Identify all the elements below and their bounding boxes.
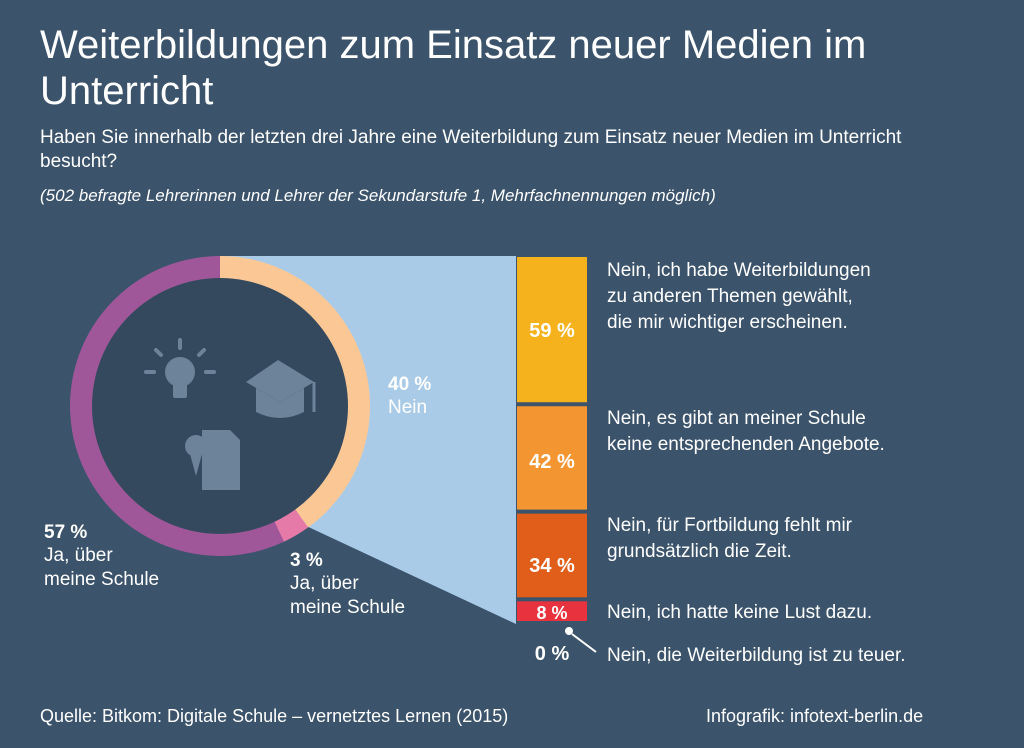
survey-note: (502 befragte Lehrerinnen und Lehrer der… — [40, 186, 716, 205]
bar-segment — [517, 406, 587, 510]
page-title: Weiterbildungen zum Einsatz neuer Medien… — [40, 23, 867, 113]
infographic-credit: Infografik: infotext-berlin.de — [706, 706, 924, 726]
reason-text: Nein, es gibt an meiner Schule keine ents… — [607, 408, 885, 455]
ja-schule-label: 57 % Ja, über meine Schule — [44, 522, 160, 590]
zero-marker — [565, 627, 573, 635]
zero-pointer-line — [571, 633, 597, 653]
bar-value-label: 8 % — [536, 603, 568, 623]
lightbulb-icon — [144, 338, 216, 398]
reason-text: Nein, ich hatte keine Lust dazu. — [607, 602, 873, 623]
reason-text: Nein, die Weiterbildung ist zu teuer. — [607, 645, 906, 666]
bar-segment — [517, 601, 587, 621]
page-subtitle: Haben Sie innerhalb der letzten drei Jah… — [40, 127, 902, 172]
bar-value-label: 34 % — [529, 555, 575, 577]
source-credit: Quelle: Bitkom: Digitale Schule – vernet… — [40, 706, 509, 726]
nein-label: 40 % Nein — [388, 374, 432, 418]
donut-inner — [92, 278, 348, 534]
ja-andere-label: 3 % Ja, über meine Schule — [290, 550, 406, 618]
reason-text: Nein, für Fortbildung fehlt mir grundsätz… — [607, 515, 852, 562]
bar-value-label: 0 % — [534, 643, 570, 665]
bar-segment — [517, 513, 587, 598]
bar-value-label: 59 % — [529, 320, 575, 342]
bar-segment — [517, 257, 587, 403]
bar-value-label: 42 % — [529, 451, 575, 473]
reason-text: Nein, ich habe Weiterbildungen zu anderen… — [607, 260, 871, 333]
certificate-document-icon — [185, 430, 240, 490]
bar-stack — [517, 257, 587, 621]
graduation-cap-icon — [246, 360, 316, 418]
